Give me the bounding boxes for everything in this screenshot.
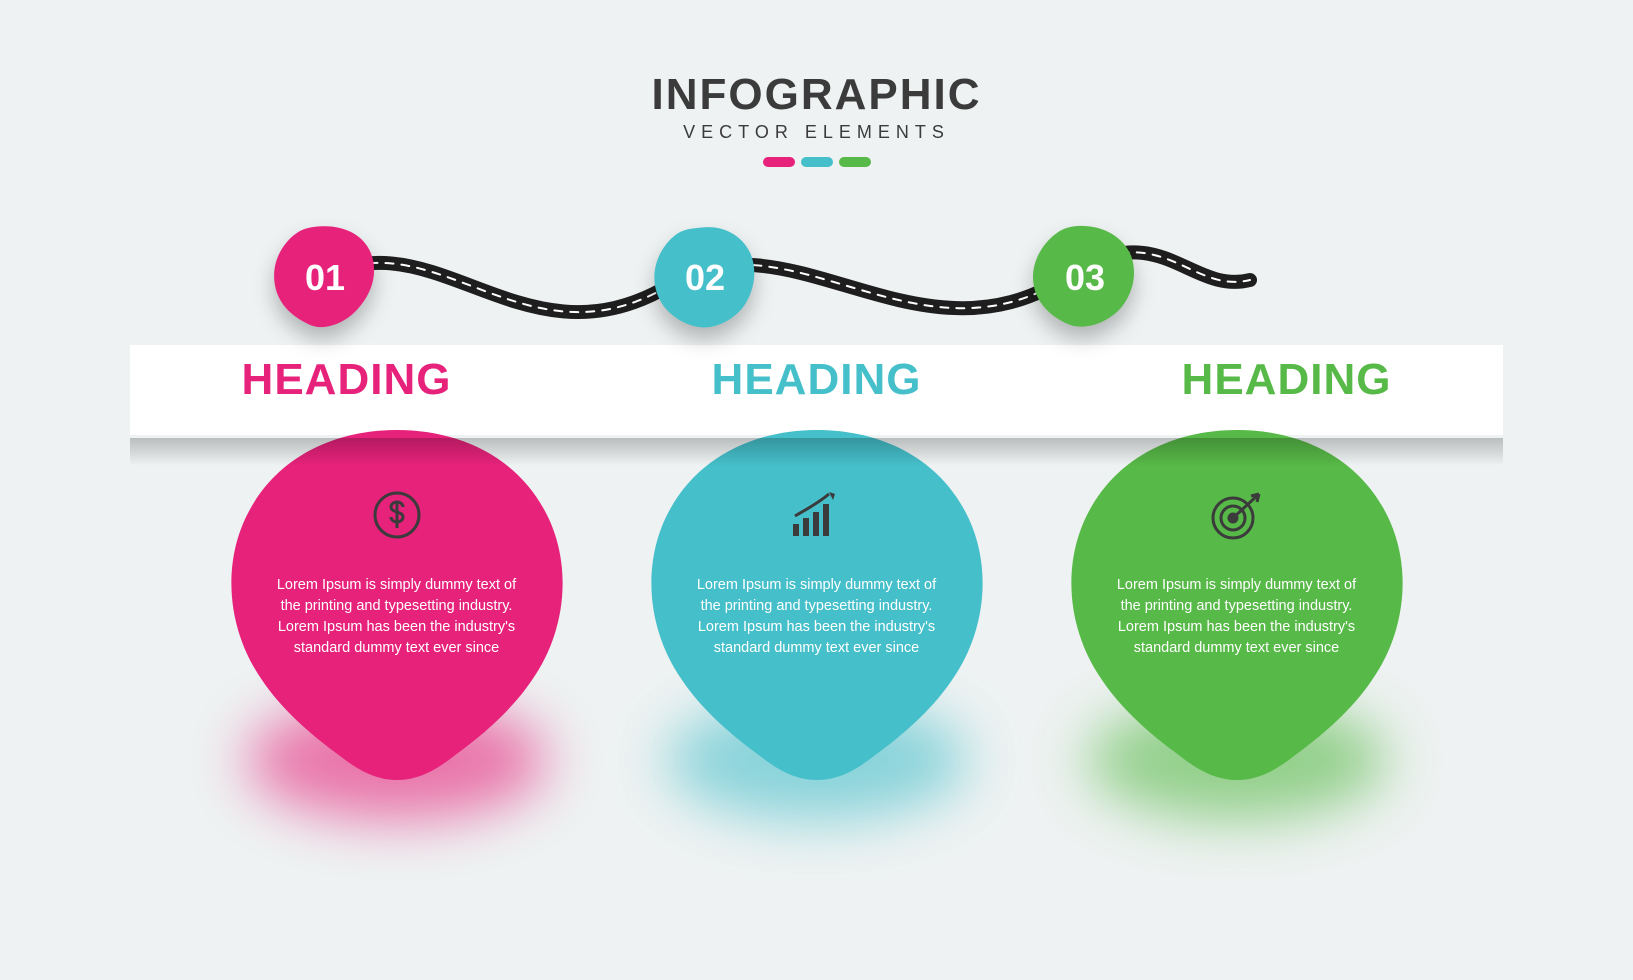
road: 01 02 03 [190, 225, 1390, 375]
title-block: INFOGRAPHIC VECTOR ELEMENTS [0, 70, 1633, 167]
chart-icon [789, 490, 845, 545]
dollar-icon [372, 490, 422, 545]
step-node-3-number: 03 [1065, 257, 1105, 299]
target-icon [1209, 490, 1265, 545]
blob-1-desc: Lorem Ipsum is simply dummy text of the … [269, 575, 525, 659]
step-node-2-number: 02 [685, 257, 725, 299]
pill-1 [763, 157, 795, 167]
headings-row: HEADING HEADING HEADING [0, 355, 1633, 405]
step-node-1-number: 01 [305, 257, 345, 299]
info-blob-3: Lorem Ipsum is simply dummy text of the … [1067, 440, 1407, 780]
blobs-row: Lorem Ipsum is simply dummy text of the … [0, 440, 1633, 780]
blob-2-desc: Lorem Ipsum is simply dummy text of the … [689, 575, 945, 659]
pill-3 [839, 157, 871, 167]
heading-1: HEADING [182, 355, 512, 405]
info-blob-2: Lorem Ipsum is simply dummy text of the … [647, 440, 987, 780]
step-node-2: 02 [660, 233, 750, 323]
title-main: INFOGRAPHIC [0, 70, 1633, 120]
step-node-3: 03 [1040, 233, 1130, 323]
info-blob-1: Lorem Ipsum is simply dummy text of the … [227, 440, 567, 780]
heading-2: HEADING [652, 355, 982, 405]
step-node-1: 01 [280, 233, 370, 323]
title-sub: VECTOR ELEMENTS [0, 122, 1633, 143]
pill-2 [801, 157, 833, 167]
title-underline [0, 157, 1633, 167]
blob-3-desc: Lorem Ipsum is simply dummy text of the … [1109, 575, 1365, 659]
heading-3: HEADING [1122, 355, 1452, 405]
